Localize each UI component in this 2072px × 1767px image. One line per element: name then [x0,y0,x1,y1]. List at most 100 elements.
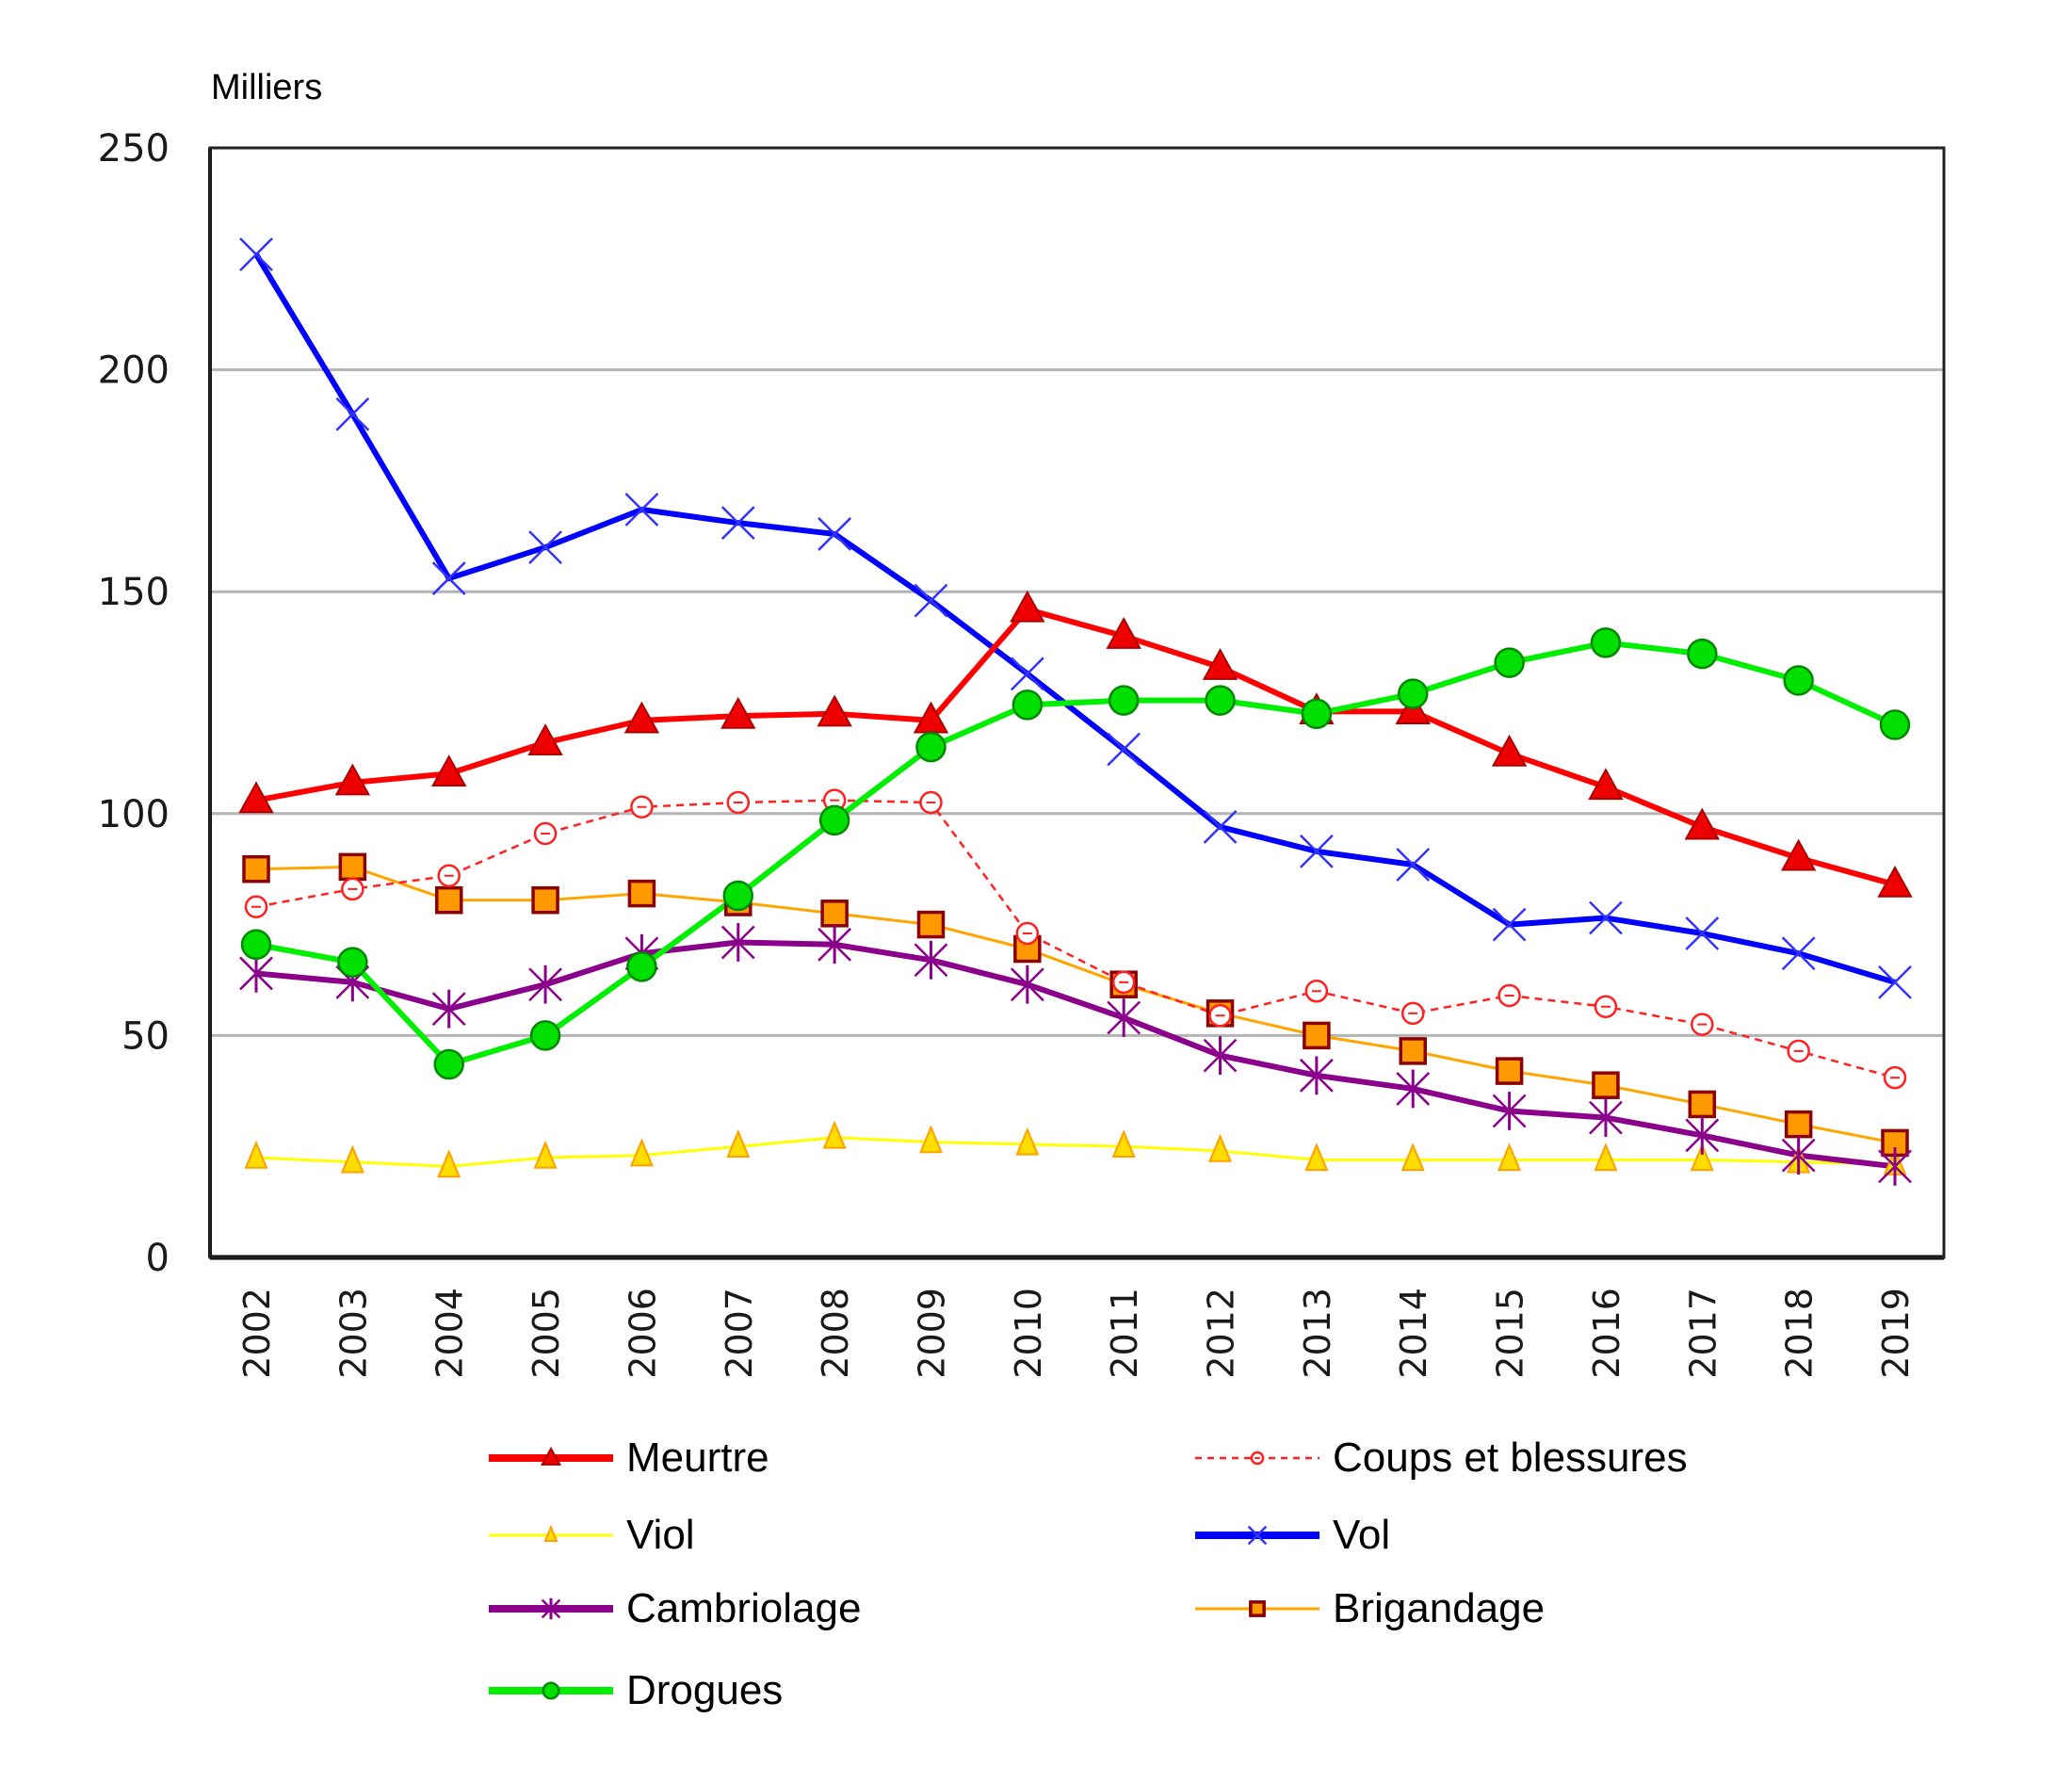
legend-label: Coups et blessures [1333,1435,1688,1481]
marker-vol [1203,810,1238,844]
legend-label: Drogues [626,1667,784,1713]
series-markers-viol [244,1120,1907,1178]
legend-swatch-cambriolage [489,1597,613,1620]
marker-drogues [1879,709,1911,740]
marker-vol [817,517,852,551]
marker-meurtre [1780,838,1817,871]
marker-drogues [1590,627,1622,658]
marker-drogues [1687,638,1718,670]
series-line-cambriolage [255,939,1896,1170]
marker-cambriolage [914,940,948,980]
marker-cambriolage [1396,1069,1431,1109]
legend-item-cambriolage: Cambriolage [485,1581,861,1637]
marker-drogues [1205,685,1236,716]
marker-coups-et-blessures [1304,980,1329,1003]
marker-drogues [240,929,272,961]
marker-meurtre [334,763,371,796]
marker-viol [1304,1143,1329,1172]
legend-swatch-coups-et-blessures [1195,1451,1319,1466]
legend-label: Cambriolage [626,1585,862,1631]
marker-meurtre [238,781,274,814]
marker-coups-et-blessures [244,895,268,919]
y-tick-label: 50 [121,1014,170,1058]
marker-brigandage [1688,1090,1717,1119]
x-tick-label: 2006 [622,1288,663,1379]
marker-coups-et-blessures [1208,1003,1232,1028]
marker-brigandage [531,885,559,915]
marker-meurtre [1010,590,1045,623]
marker-viol [918,1125,943,1154]
marker-viol [1015,1127,1040,1156]
y-tick-label: 150 [98,571,170,614]
marker-brigandage [1592,1071,1620,1099]
series-markers-coups-et-blessures [244,788,1907,1090]
series-line-coups-et-blessures [255,799,1896,1079]
x-tick-label: 2002 [236,1288,278,1379]
marker-brigandage [820,900,849,928]
legend-swatch-brigandage [1195,1600,1319,1617]
marker-cambriolage [1878,1147,1912,1186]
x-tick-labels: 2002 2003 2004 2005 2006 2007 2008 2009 2010 2011… [236,1288,1917,1379]
marker-coups-et-blessures [1691,1013,1714,1036]
marker-coups-et-blessures [919,790,943,815]
marker-cambriolage [239,954,273,993]
marker-meurtre [720,696,756,729]
marker-drogues [542,1681,560,1700]
marker-coups-et-blessures [1787,1039,1810,1063]
legend-item-coups-et-blessures: Coups et blessures [1191,1430,1688,1486]
marker-vol [720,506,755,541]
marker-brigandage [1249,1600,1266,1617]
marker-coups-et-blessures [1497,983,1521,1008]
legend-item-viol: Viol [485,1507,695,1564]
legend-label: Vol [1333,1512,1391,1558]
series-line-drogues [255,640,1897,1068]
y-axis-unit-label: Milliers [211,68,323,107]
marker-cambriolage [1107,998,1141,1037]
marker-coups-et-blessures [1015,921,1040,946]
plot-frame [208,146,1946,1259]
marker-meurtre [540,1446,562,1466]
marker-vol [1589,900,1623,935]
x-tick-label: 2016 [1586,1288,1627,1379]
marker-coups-et-blessures [533,821,558,846]
x-tick-label: 2011 [1104,1288,1145,1379]
marker-brigandage [1303,1021,1331,1050]
marker-drogues [1397,678,1429,709]
marker-drogues [818,804,850,836]
marker-drogues [1783,665,1814,696]
series-markers-meurtre [238,590,1913,898]
series-markers [238,237,1913,1186]
series-line-brigandage [255,865,1896,1144]
legend-label: Brigandage [1333,1585,1546,1631]
marker-drogues [337,947,368,978]
marker-viol [629,1138,654,1167]
marker-coups-et-blessures [1250,1451,1265,1466]
x-tick-label: 2005 [526,1288,567,1379]
y-tick-label: 100 [98,793,170,836]
marker-drogues [1494,647,1525,678]
y-tick-label: 200 [98,349,170,393]
marker-drogues [529,1020,561,1051]
marker-drogues [1108,685,1140,716]
marker-meurtre [623,701,660,734]
marker-brigandage [1784,1110,1813,1139]
marker-brigandage [627,879,656,908]
marker-cambriolage [1203,1036,1238,1076]
legend-swatch-meurtre [489,1446,613,1466]
x-tick-label: 2014 [1393,1288,1434,1379]
marker-drogues [915,731,947,763]
marker-viol [1690,1143,1714,1172]
legend-swatch-viol [489,1524,613,1542]
marker-meurtre [1106,617,1141,649]
marker-coups-et-blessures [1883,1065,1907,1090]
marker-vol [1247,1525,1268,1546]
series-line-meurtre [255,607,1896,888]
marker-vol [1685,916,1720,950]
marker-coups-et-blessures [1400,1001,1425,1026]
marker-brigandage [242,854,270,884]
marker-vol [624,493,659,527]
marker-cambriolage [1781,1136,1816,1175]
marker-cambriolage [528,965,562,1004]
marker-meurtre [817,694,852,727]
